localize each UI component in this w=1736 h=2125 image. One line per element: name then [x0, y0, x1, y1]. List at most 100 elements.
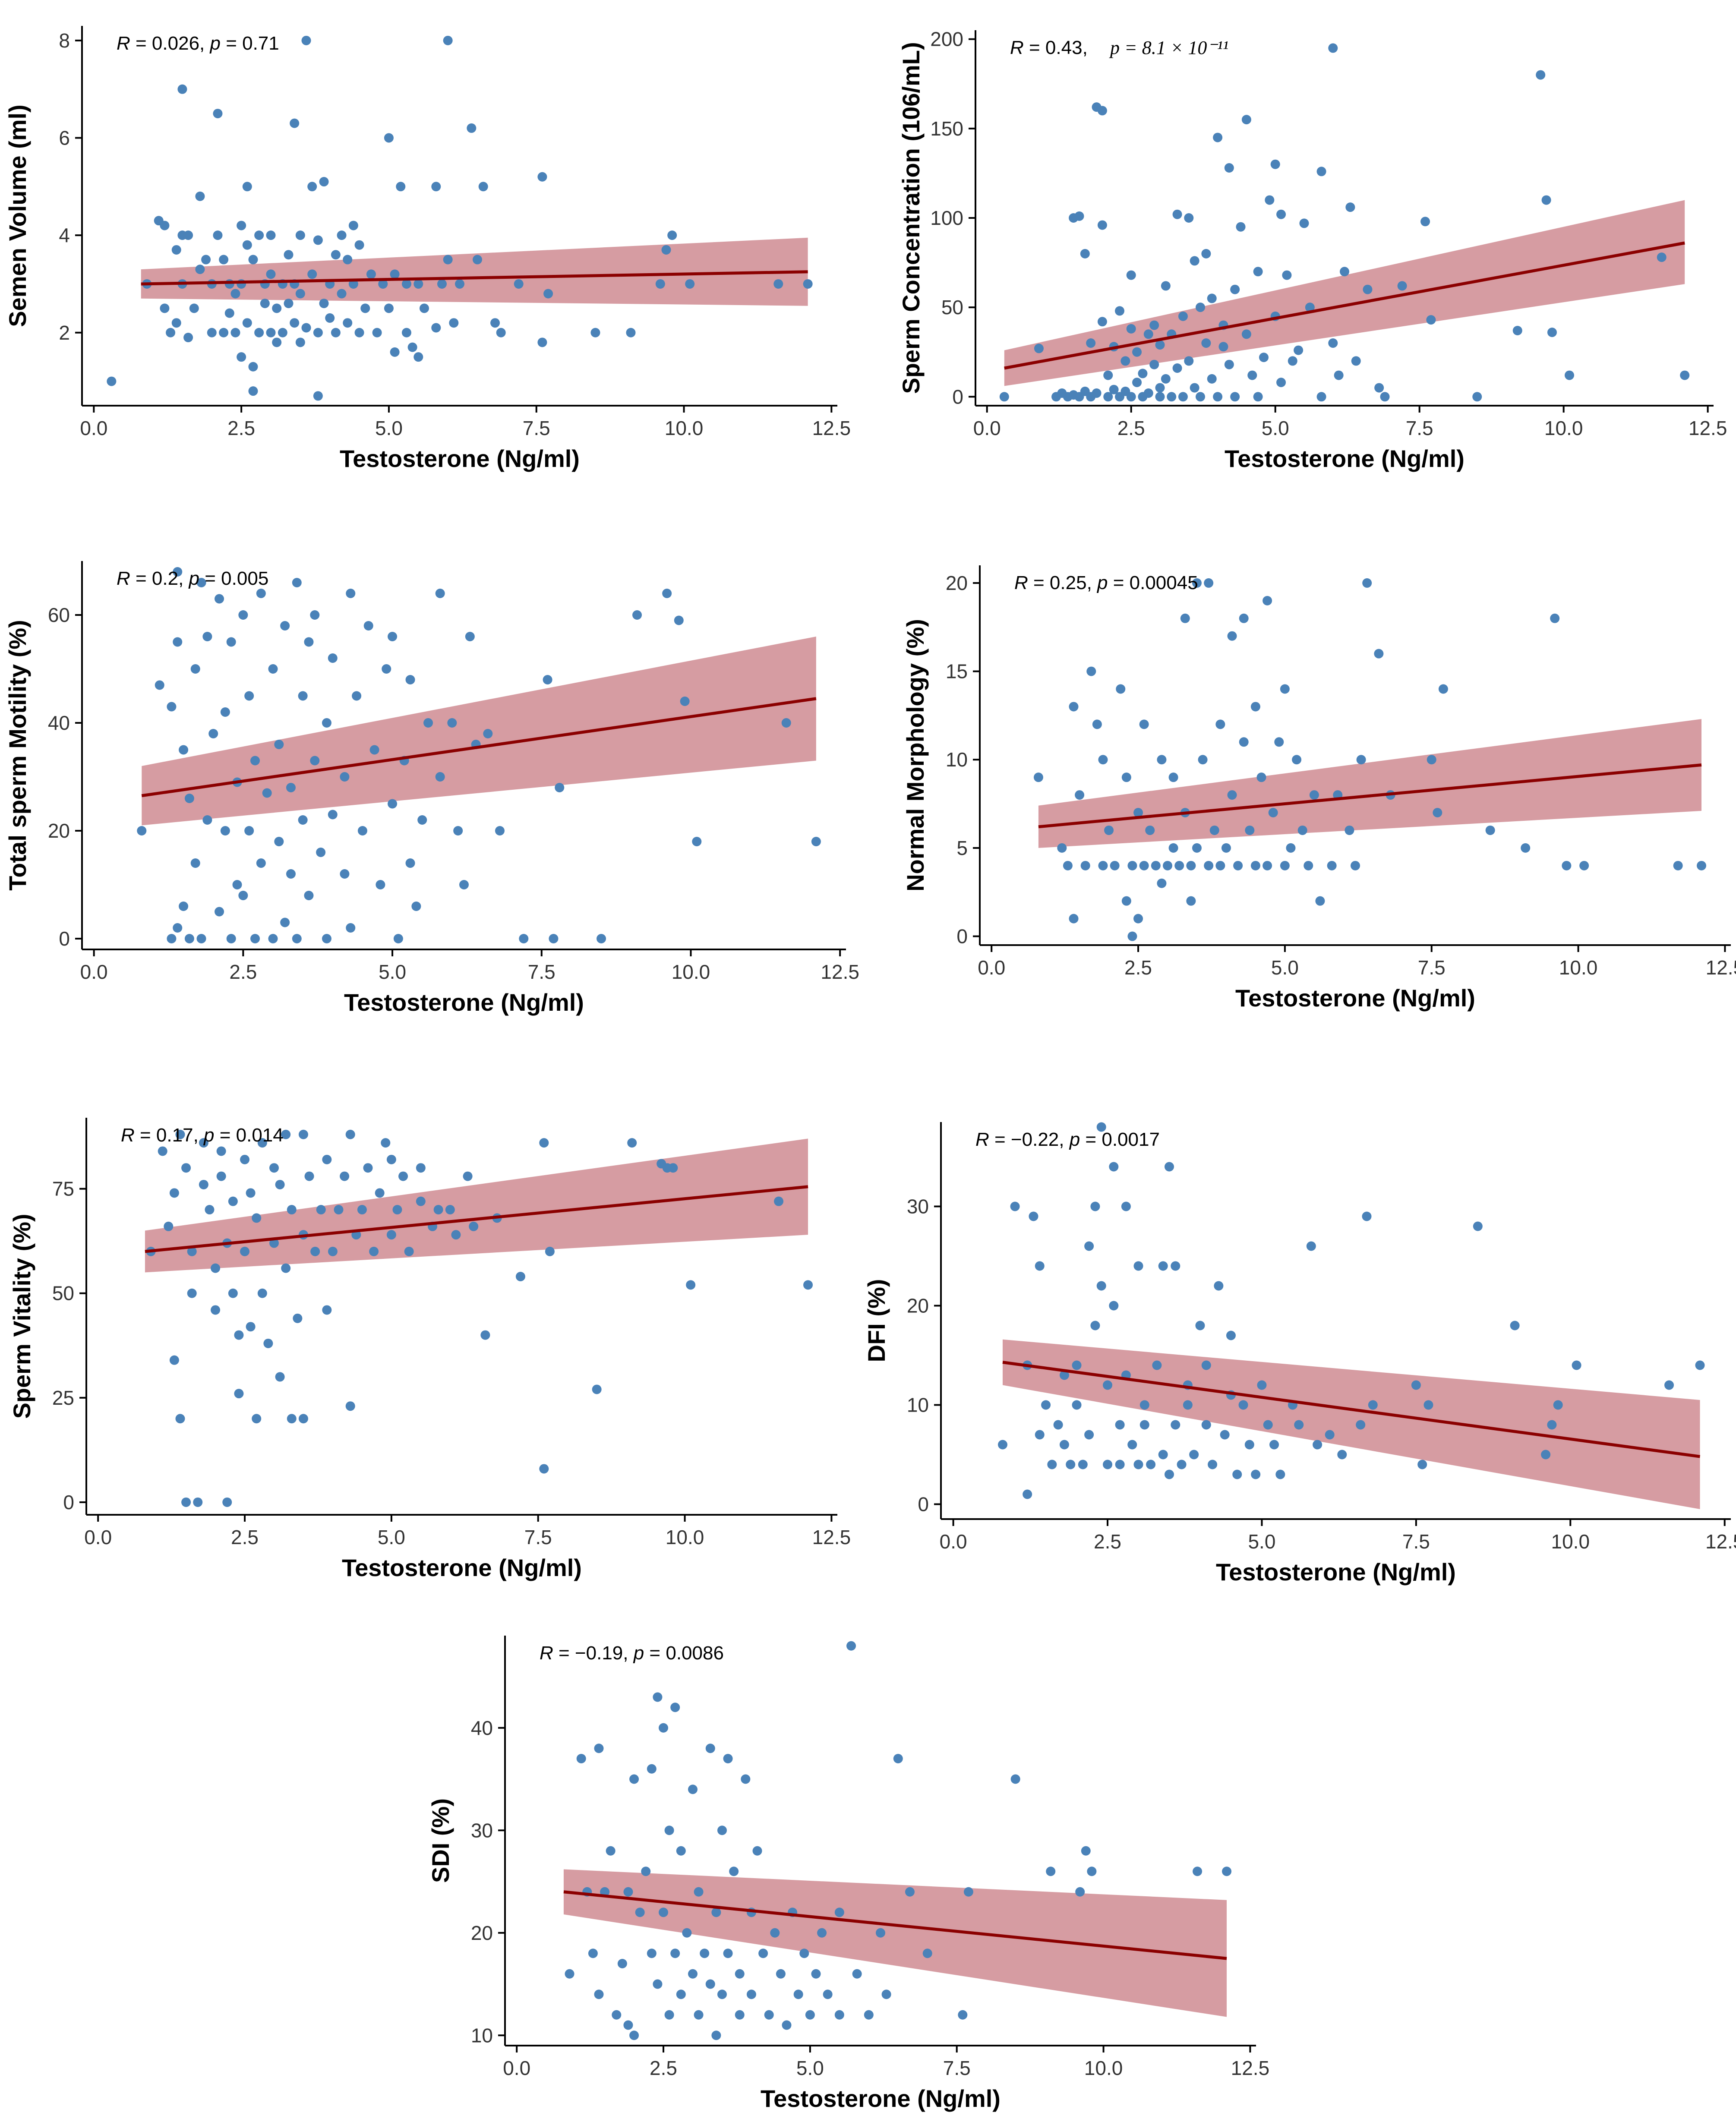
data-point [382, 664, 391, 674]
data-point [1276, 378, 1286, 388]
data-point [171, 245, 181, 255]
data-point [1263, 861, 1272, 870]
data-point [1201, 338, 1211, 348]
data-point [1485, 825, 1495, 835]
data-point [322, 1154, 332, 1164]
y-tick-label: 0 [63, 1491, 74, 1513]
data-point [455, 279, 464, 289]
data-point [1433, 808, 1442, 818]
data-point [375, 1188, 385, 1198]
data-point [805, 2010, 815, 2020]
data-point [592, 1384, 602, 1394]
data-point [1424, 1400, 1433, 1410]
data-point [1127, 861, 1137, 870]
data-point [629, 1774, 639, 1784]
data-point [1086, 666, 1096, 676]
data-point [1109, 1301, 1119, 1311]
data-point [246, 1188, 256, 1198]
x-tick-label: 5.0 [375, 417, 403, 439]
data-point [627, 1138, 637, 1148]
x-tick-label: 10.0 [672, 961, 710, 983]
data-point [175, 1129, 185, 1139]
data-point [1139, 719, 1149, 729]
data-point [1023, 1489, 1032, 1499]
data-point [490, 318, 500, 328]
data-point [676, 1846, 686, 1856]
data-point [337, 289, 347, 299]
data-point [208, 729, 218, 738]
data-point [1010, 1201, 1020, 1211]
data-point [304, 1171, 314, 1181]
correlation-annotation: R = 0.43, p = 8.1 × 10⁻¹¹ [1010, 37, 1228, 58]
data-point [1127, 1440, 1137, 1450]
data-point [1547, 1420, 1557, 1430]
data-point [776, 1969, 786, 1979]
data-point [1143, 388, 1153, 398]
r-value: = −0.22, [989, 1129, 1070, 1150]
data-point [1306, 1241, 1316, 1251]
data-point [1072, 1400, 1082, 1410]
x-tick-label: 7.5 [523, 417, 550, 439]
data-point [670, 1948, 680, 1958]
y-tick-label: 30 [907, 1195, 929, 1218]
x-tick-label: 0.0 [80, 417, 107, 439]
data-point [1215, 861, 1225, 870]
data-point [181, 1163, 191, 1173]
data-point [764, 2010, 774, 2020]
data-point [1426, 315, 1436, 325]
data-point [1204, 861, 1214, 870]
data-point [155, 680, 164, 690]
data-point [268, 934, 278, 943]
data-point [272, 337, 282, 347]
data-point [228, 1196, 238, 1206]
data-point [1304, 861, 1313, 870]
r-value: = 0.43, [1024, 37, 1093, 58]
data-point [662, 589, 672, 598]
data-point [1368, 1400, 1378, 1410]
data-point [1572, 1360, 1581, 1370]
data-point [469, 1221, 479, 1231]
data-point [1297, 825, 1307, 835]
correlation-annotation: R = 0.17, p = 0.014 [121, 1125, 284, 1146]
data-point [1305, 303, 1315, 312]
x-tick-label: 12.5 [1231, 2057, 1270, 2079]
data-point [1192, 578, 1202, 588]
scatter-panel-p1: 0.0 2.5 5.0 7.5 10.0 12.5 2 4 6 8 Testosterone (Ng… [4, 26, 851, 472]
data-point [680, 697, 690, 706]
data-point [237, 221, 246, 230]
data-point [1201, 1420, 1211, 1430]
data-point [1059, 1440, 1069, 1450]
data-point [298, 815, 308, 825]
data-point [1209, 825, 1219, 835]
y-tick-label: 0 [59, 927, 70, 950]
data-point [781, 718, 791, 728]
data-point [823, 1989, 833, 1999]
data-point [1541, 1450, 1551, 1460]
data-point [594, 1989, 604, 1999]
data-point [1201, 1360, 1211, 1370]
confidence-band [1004, 200, 1685, 386]
data-point [653, 1979, 663, 1989]
data-point [1072, 1360, 1082, 1370]
data-point [1374, 649, 1384, 659]
data-point [390, 269, 400, 279]
p-symbol: p [209, 33, 220, 54]
y-tick-label: 6 [59, 126, 70, 149]
data-point [1695, 1360, 1705, 1370]
p-value: = 0.005 [199, 568, 268, 589]
data-point [240, 1154, 250, 1164]
data-point [1214, 1281, 1224, 1291]
x-tick-label: 7.5 [528, 961, 556, 983]
data-point [298, 691, 308, 701]
y-tick-label: 5 [956, 837, 968, 859]
data-point [248, 362, 258, 372]
data-point [177, 84, 187, 94]
data-point [211, 1263, 221, 1273]
data-point [1132, 347, 1142, 357]
r-value: = 0.25, [1028, 572, 1097, 593]
x-tick-label: 0.0 [973, 417, 1001, 439]
data-point [1299, 218, 1309, 228]
y-tick-label: 75 [52, 1178, 74, 1200]
data-point [196, 578, 206, 587]
y-tick-label: 2 [59, 322, 70, 344]
